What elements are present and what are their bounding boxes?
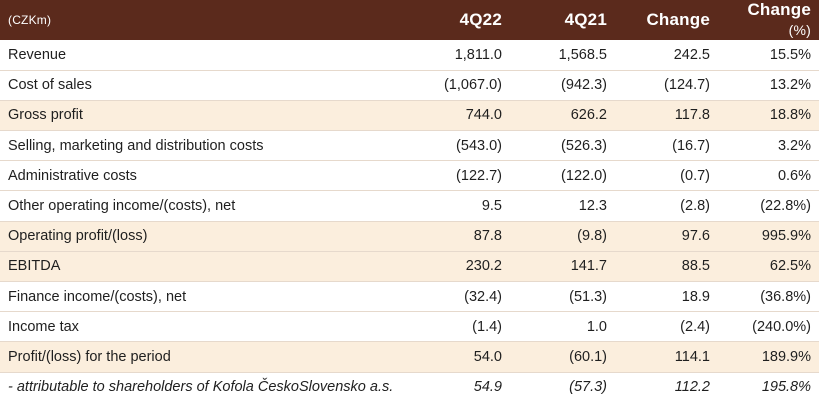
- table-row: Profit/(loss) for the period 54.0 (60.1) 11…: [0, 341, 819, 373]
- value-change-pct: 189.9%: [718, 341, 819, 373]
- value-change: 117.8: [615, 100, 718, 132]
- row-label: Revenue: [0, 40, 405, 71]
- value-4q21: 1,568.5: [510, 40, 615, 71]
- table-body: Revenue 1,811.0 1,568.5 242.5 15.5% Cost of s…: [0, 40, 819, 402]
- row-label: - attributable to shareholders of Kofola…: [8, 379, 394, 396]
- col-header-change-pct: Change (%): [718, 0, 819, 40]
- value-change-pct: 3.2%: [718, 130, 819, 162]
- change-pct-unit: (%): [788, 22, 811, 38]
- value-4q22: 1,811.0: [405, 40, 510, 71]
- row-label: Other operating income/(costs), net: [0, 190, 405, 222]
- value-4q22: (543.0): [405, 130, 510, 162]
- value-4q21: 141.7: [510, 251, 615, 283]
- col-header-4q22: 4Q22: [459, 10, 502, 29]
- value-4q22: (32.4): [405, 281, 510, 313]
- value-4q22: (122.7): [405, 160, 510, 192]
- table-row: - attributable to shareholders of Kofola…: [0, 372, 819, 402]
- table-header: (CZKm) 4Q22 4Q21 Change Change (%): [0, 0, 819, 40]
- value-change-pct: 13.2%: [718, 70, 819, 101]
- value-4q22: 54.0: [405, 341, 510, 373]
- value-4q22: 54.9: [473, 379, 502, 396]
- row-label: EBITDA: [0, 251, 405, 283]
- table-row: Selling, marketing and distribution cost…: [0, 130, 819, 162]
- value-change-pct: 15.5%: [718, 40, 819, 71]
- value-4q22: 230.2: [405, 251, 510, 283]
- table-row: Revenue 1,811.0 1,568.5 242.5 15.5%: [0, 40, 819, 71]
- value-4q22: (1.4): [405, 311, 510, 343]
- value-change: (124.7): [615, 70, 718, 101]
- row-label: Finance income/(costs), net: [0, 281, 405, 313]
- value-change-pct: (22.8%): [718, 190, 819, 222]
- value-change: (0.7): [615, 160, 718, 192]
- row-label: Administrative costs: [0, 160, 405, 192]
- value-change: 114.1: [615, 341, 718, 373]
- value-change-pct: 0.6%: [718, 160, 819, 192]
- value-4q21: (526.3): [510, 130, 615, 162]
- table-row: Income tax (1.4) 1.0 (2.4) (240.0%): [0, 311, 819, 343]
- table-row: EBITDA 230.2 141.7 88.5 62.5%: [0, 251, 819, 283]
- value-change-pct: (240.0%): [718, 311, 819, 343]
- value-change: (16.7): [615, 130, 718, 162]
- table-row: Finance income/(costs), net (32.4) (51.3) 1…: [0, 281, 819, 313]
- col-header-change: Change: [646, 10, 710, 29]
- table-row: Cost of sales (1,067.0) (942.3) (124.7) 13.2…: [0, 70, 819, 101]
- row-label: Selling, marketing and distribution cost…: [0, 130, 405, 162]
- value-4q21: (60.1): [510, 341, 615, 373]
- value-change: 242.5: [615, 40, 718, 71]
- value-4q21: 1.0: [510, 311, 615, 343]
- value-4q22: 744.0: [405, 100, 510, 132]
- table-row: Gross profit 744.0 626.2 117.8 18.8%: [0, 100, 819, 132]
- value-change: (2.4): [615, 311, 718, 343]
- col-header-4q21: 4Q21: [564, 10, 607, 29]
- value-4q21: 12.3: [510, 190, 615, 222]
- value-4q21: 626.2: [510, 100, 615, 132]
- value-change-pct: (36.8%): [718, 281, 819, 313]
- value-4q22: 9.5: [405, 190, 510, 222]
- table-row: Other operating income/(costs), net 9.5 12…: [0, 190, 819, 222]
- row-label: Cost of sales: [0, 70, 405, 101]
- row-label: Gross profit: [0, 100, 405, 132]
- value-4q21: (942.3): [510, 70, 615, 101]
- value-4q21: (9.8): [510, 221, 615, 252]
- value-change-pct: 195.8%: [761, 379, 811, 396]
- table-row: Operating profit/(loss) 87.8 (9.8) 97.6 995.…: [0, 221, 819, 252]
- value-4q21: (122.0): [510, 160, 615, 192]
- row-label: Income tax: [0, 311, 405, 343]
- table-row: Administrative costs (122.7) (122.0) (0.7) 0…: [0, 160, 819, 192]
- value-4q22: (1,067.0): [405, 70, 510, 101]
- value-4q21: (57.3): [569, 379, 607, 396]
- value-change: (2.8): [615, 190, 718, 222]
- value-change: 88.5: [615, 251, 718, 283]
- value-change: 18.9: [615, 281, 718, 313]
- value-4q21: (51.3): [510, 281, 615, 313]
- value-change-pct: 18.8%: [718, 100, 819, 132]
- value-change-pct: 62.5%: [718, 251, 819, 283]
- row-label: Operating profit/(loss): [0, 221, 405, 252]
- value-change: 112.2: [674, 379, 710, 396]
- header-row: (CZKm) 4Q22 4Q21 Change Change (%): [0, 0, 819, 40]
- change-pct-label: Change: [747, 0, 811, 19]
- currency-header: (CZKm): [8, 13, 52, 27]
- value-4q22: 87.8: [405, 221, 510, 252]
- value-change-pct: 995.9%: [718, 221, 819, 252]
- row-label: Profit/(loss) for the period: [0, 341, 405, 373]
- value-change: 97.6: [615, 221, 718, 252]
